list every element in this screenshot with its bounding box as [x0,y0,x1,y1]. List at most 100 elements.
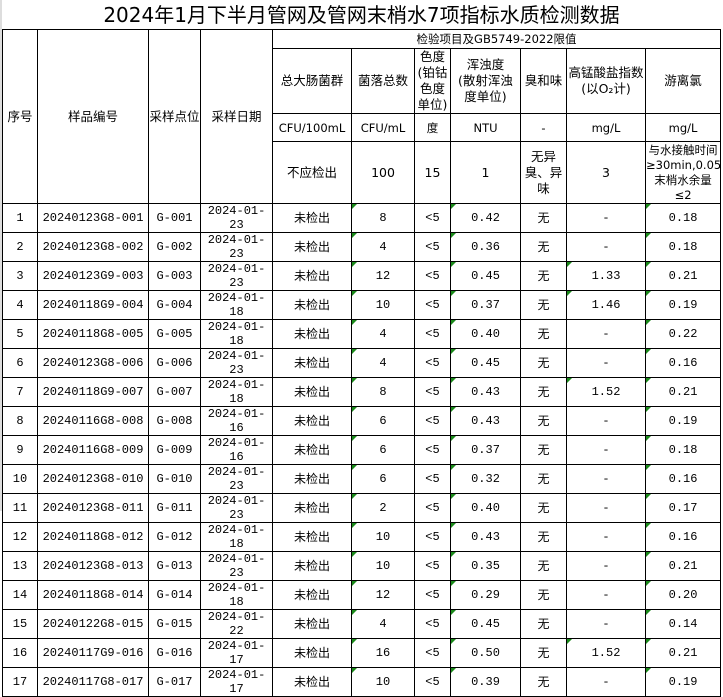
cell-sample-id: 20240116G8-008 [37,406,149,436]
cell-seq: 7 [2,377,38,407]
cell-free-chlorine: 0.22 [644,319,722,349]
cell-seq: 17 [2,667,38,697]
cell-site: G-001 [148,203,201,233]
cell-odor: 无 [520,493,567,523]
cell-color: <5 [414,435,451,465]
cell-coliform: 未检出 [272,667,352,697]
table-row: 5 20240118G8-005 G-005 2024-01-18 未检出 4 <5 0.40… [2,319,722,349]
header-free-chlorine-limit: 与水接触时间≥30min,0.05≤末梢水余量≤2 [644,141,722,204]
cell-color: <5 [414,377,451,407]
header-turbidity-unit: NTU [450,113,521,142]
cell-sample-id: 20240117G8-017 [37,667,149,697]
cell-odor: 无 [520,319,567,349]
header-coliform-limit: 不应检出 [272,141,352,204]
cell-free-chlorine: 0.16 [644,348,722,378]
cell-date: 2024-01-17 [200,638,273,668]
table-row: 4 20240118G9-004 G-004 2024-01-18 未检出 10 <5 0.3… [2,290,722,320]
cell-color: <5 [414,551,451,581]
cell-permanganate: 1.52 [566,377,646,407]
cell-seq: 14 [2,580,38,610]
cell-turbidity: 0.29 [450,580,521,610]
cell-seq: 8 [2,406,38,436]
table-row: 11 20240123G8-011 G-011 2024-01-23 未检出 2 <5 0.4… [2,493,722,523]
cell-colony-count: 8 [351,203,415,233]
header-turbidity-limit: 1 [450,141,521,204]
header-permanganate-limit: 3 [566,141,646,204]
cell-free-chlorine: 0.18 [644,435,722,465]
cell-free-chlorine: 0.19 [644,290,722,320]
cell-sample-id: 20240117G9-016 [37,638,149,668]
cell-free-chlorine: 0.19 [644,667,722,697]
cell-color: <5 [414,638,451,668]
cell-site: G-002 [148,232,201,262]
cell-seq: 15 [2,609,38,639]
cell-color: <5 [414,406,451,436]
cell-turbidity: 0.45 [450,609,521,639]
cell-odor: 无 [520,261,567,291]
cell-coliform: 未检出 [272,348,352,378]
header-permanganate-unit: mg/L [566,113,646,142]
cell-seq: 2 [2,232,38,262]
cell-free-chlorine: 0.18 [644,203,722,233]
cell-coliform: 未检出 [272,435,352,465]
cell-permanganate: - [566,435,646,465]
cell-permanganate: - [566,667,646,697]
cell-free-chlorine: 0.16 [644,522,722,552]
cell-date: 2024-01-16 [200,406,273,436]
cell-free-chlorine: 0.21 [644,638,722,668]
cell-free-chlorine: 0.18 [644,232,722,262]
cell-site: G-003 [148,261,201,291]
cell-permanganate: - [566,406,646,436]
cell-site: G-011 [148,493,201,523]
table-row: 12 20240118G8-012 G-012 2024-01-18 未检出 10 <5 0.… [2,522,722,552]
cell-seq: 13 [2,551,38,581]
cell-sample-id: 20240118G9-007 [37,377,149,407]
cell-turbidity: 0.37 [450,435,521,465]
table-row: 7 20240118G9-007 G-007 2024-01-18 未检出 8 <5 0.43… [2,377,722,407]
cell-site: G-004 [148,290,201,320]
cell-sample-id: 20240123G8-013 [37,551,149,581]
cell-permanganate: 1.52 [566,638,646,668]
cell-date: 2024-01-18 [200,580,273,610]
cell-date: 2024-01-23 [200,203,273,233]
cell-sample-id: 20240123G8-010 [37,464,149,494]
cell-color: <5 [414,261,451,291]
cell-permanganate: - [566,348,646,378]
cell-turbidity: 0.43 [450,522,521,552]
cell-date: 2024-01-18 [200,522,273,552]
cell-coliform: 未检出 [272,464,352,494]
cell-site: G-009 [148,435,201,465]
cell-colony-count: 16 [351,638,415,668]
cell-free-chlorine: 0.21 [644,261,722,291]
cell-colony-count: 6 [351,435,415,465]
cell-turbidity: 0.43 [450,406,521,436]
cell-turbidity: 0.43 [450,377,521,407]
cell-color: <5 [414,232,451,262]
cell-turbidity: 0.50 [450,638,521,668]
cell-date: 2024-01-17 [200,667,273,697]
header-coliform-name: 总大肠菌群 [272,48,352,114]
cell-odor: 无 [520,522,567,552]
header-colony-count-unit: CFU/mL [351,113,415,142]
table-row: 6 20240123G8-006 G-006 2024-01-23 未检出 4 <5 0.45… [2,348,722,378]
header-color-name: 色度 (铂钴 色度 单位) [414,48,451,114]
cell-colony-count: 4 [351,319,415,349]
cell-site: G-010 [148,464,201,494]
table-row: 13 20240123G8-013 G-013 2024-01-23 未检出 10 <5 0.… [2,551,722,581]
cell-odor: 无 [520,638,567,668]
cell-date: 2024-01-23 [200,464,273,494]
cell-turbidity: 0.45 [450,261,521,291]
cell-turbidity: 0.37 [450,290,521,320]
cell-sample-id: 20240123G8-001 [37,203,149,233]
cell-permanganate: - [566,522,646,552]
cell-coliform: 未检出 [272,261,352,291]
table-row: 17 20240117G8-017 G-017 2024-01-17 未检出 10 <5 0.… [2,667,722,697]
cell-color: <5 [414,522,451,552]
cell-site: G-015 [148,609,201,639]
cell-sample-id: 20240118G8-014 [37,580,149,610]
cell-date: 2024-01-16 [200,435,273,465]
header-group: 检验项目及GB5749-2022限值 [271,29,722,49]
cell-permanganate: - [566,232,646,262]
cell-date: 2024-01-18 [200,290,273,320]
cell-odor: 无 [520,406,567,436]
